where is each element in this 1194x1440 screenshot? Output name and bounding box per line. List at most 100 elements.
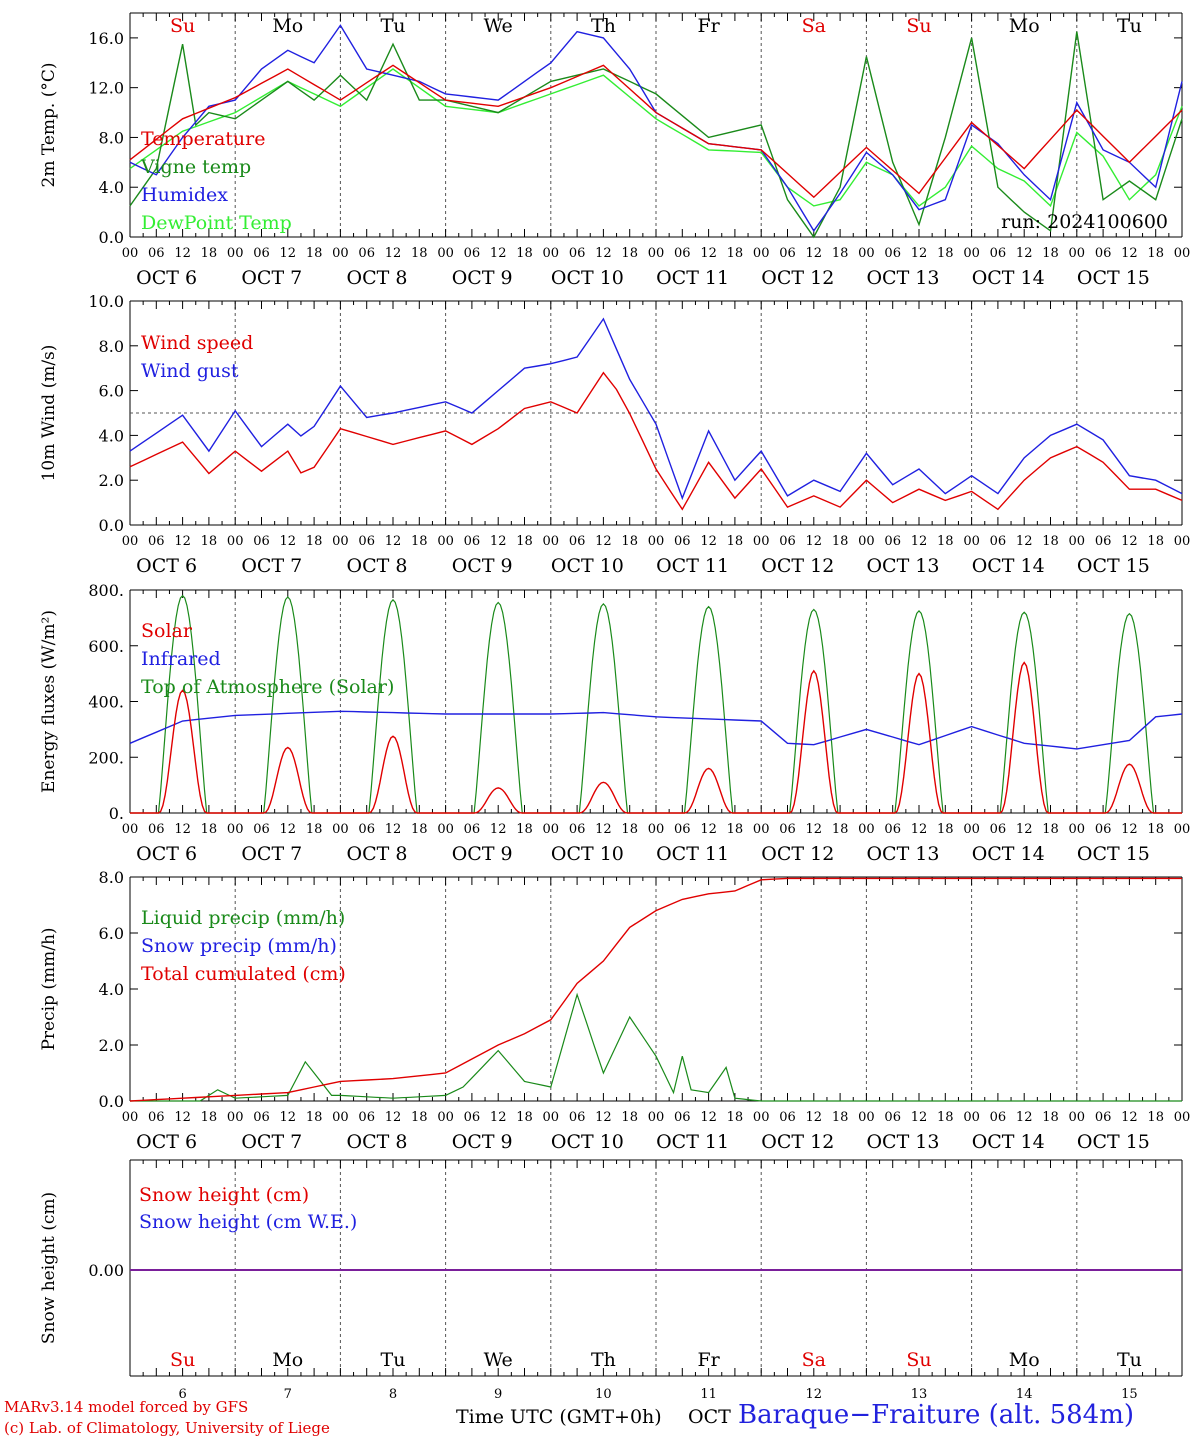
x-hour-label: 06 (569, 534, 586, 549)
weekday-label: Fr (697, 1349, 720, 1371)
x-hour-label: 12 (1121, 534, 1138, 549)
x-hour-label: 00 (332, 246, 349, 261)
x-date-label: OCT 13 (866, 555, 939, 577)
x-hour-label: 00 (753, 1110, 770, 1125)
x-hour-label: 12 (490, 1110, 507, 1125)
x-hour-label: 18 (201, 246, 218, 261)
x-hour-label: 06 (148, 246, 165, 261)
x-date-label: OCT 12 (761, 555, 834, 577)
x-hour-label: 00 (1174, 822, 1191, 837)
x-hour-label: 06 (779, 534, 796, 549)
weekday-label: Sa (802, 15, 826, 37)
weekday-label: Su (170, 1349, 195, 1371)
lab-credit: (c) Lab. of Climatology, University of L… (4, 1419, 330, 1437)
x-hour-label: 18 (832, 246, 849, 261)
x-hour-label: 06 (884, 1110, 901, 1125)
x-hour-label: 12 (911, 822, 928, 837)
x-hour-label: 12 (174, 1110, 191, 1125)
y-tick-label: 10.0 (88, 292, 124, 311)
x-date-label: OCT 6 (136, 555, 197, 577)
x-hour-label: 00 (1174, 534, 1191, 549)
x-hour-label: 18 (937, 1110, 954, 1125)
x-hour-label: 06 (464, 534, 481, 549)
x-hour-label: 00 (543, 822, 560, 837)
x-date-label: OCT 8 (347, 843, 408, 865)
x-hour-label: 12 (385, 822, 402, 837)
x-date-label: OCT 12 (761, 843, 834, 865)
infrared-line (129, 710, 1183, 750)
x-hour-label: 00 (963, 822, 980, 837)
x-hour-label: 06 (1095, 534, 1112, 549)
x-hour-label: 12 (490, 534, 507, 549)
month-label: OCT (688, 1406, 731, 1428)
wind-series-line (129, 317, 1183, 501)
x-hour-label: 18 (516, 534, 533, 549)
legend-entry-3: Humidex (141, 184, 228, 206)
x-date-label: OCT 11 (656, 267, 729, 289)
x-hour-label: 12 (806, 534, 823, 549)
x-hour-label: 06 (464, 1110, 481, 1125)
x-hour-label: 18 (1042, 1110, 1059, 1125)
y-tick-label: 200. (88, 748, 124, 767)
x-hour-label: 06 (569, 1110, 586, 1125)
x-hour-label: 06 (358, 246, 375, 261)
x-date-label: OCT 14 (972, 843, 1045, 865)
day-number-label: 12 (806, 1387, 823, 1402)
x-hour-label: 06 (990, 822, 1007, 837)
model-credit: MARv3.14 model forced by GFS (4, 1398, 249, 1416)
x-hour-label: 12 (280, 246, 297, 261)
y-tick-label: 4.0 (99, 178, 124, 197)
x-date-label: OCT 14 (972, 1131, 1045, 1153)
legend-entry-1: Wind speed (141, 332, 253, 354)
x-hour-label: 06 (464, 822, 481, 837)
x-hour-label: 06 (148, 534, 165, 549)
x-hour-label: 06 (253, 1110, 270, 1125)
x-hour-label: 00 (543, 246, 560, 261)
y-tick-label: 12.0 (88, 79, 124, 98)
x-hour-label: 00 (648, 534, 665, 549)
x-hour-label: 00 (332, 1110, 349, 1125)
station-title: Baraque−Fraiture (alt. 584m) (738, 1400, 1135, 1430)
day-number-label: 10 (595, 1387, 612, 1402)
x-hour-label: 06 (1095, 246, 1112, 261)
day-number-label: 14 (1016, 1387, 1033, 1402)
x-axis-title: Time UTC (GMT+0h) (456, 1406, 662, 1428)
x-hour-label: 18 (306, 1110, 323, 1125)
x-date-label: OCT 15 (1077, 843, 1150, 865)
x-hour-label: 18 (411, 246, 428, 261)
x-hour-label: 00 (963, 1110, 980, 1125)
x-hour-label: 18 (1147, 246, 1164, 261)
x-date-label: OCT 7 (241, 555, 302, 577)
x-hour-label: 18 (727, 246, 744, 261)
x-date-label: OCT 15 (1077, 267, 1150, 289)
x-hour-label: 00 (122, 822, 139, 837)
x-hour-label: 12 (595, 1110, 612, 1125)
x-hour-label: 18 (1147, 822, 1164, 837)
x-date-label: OCT 13 (866, 1131, 939, 1153)
x-hour-label: 06 (1095, 1110, 1112, 1125)
x-hour-label: 18 (937, 246, 954, 261)
y-axis-label: 2m Temp. (°C) (39, 62, 59, 187)
y-tick-label: 0.0 (99, 516, 124, 535)
x-hour-label: 12 (490, 822, 507, 837)
weekday-label: Th (591, 15, 616, 37)
weekday-label: Su (170, 15, 195, 37)
weekday-label: Mo (1009, 15, 1040, 37)
x-hour-label: 18 (306, 822, 323, 837)
x-hour-label: 00 (122, 246, 139, 261)
x-hour-label: 12 (806, 822, 823, 837)
y-tick-label: 16.0 (88, 29, 124, 48)
x-hour-label: 00 (227, 1110, 244, 1125)
x-hour-label: 18 (411, 1110, 428, 1125)
weekday-label: Sa (802, 1349, 826, 1371)
x-hour-label: 12 (700, 534, 717, 549)
x-hour-label: 06 (253, 822, 270, 837)
temp-series-line (129, 68, 1183, 208)
x-hour-label: 12 (595, 534, 612, 549)
weekday-label: Su (906, 15, 931, 37)
weekday-label: Mo (272, 15, 303, 37)
y-axis-label: 10m Wind (m/s) (39, 345, 59, 482)
x-date-label: OCT 10 (551, 555, 624, 577)
x-date-label: OCT 10 (551, 1131, 624, 1153)
